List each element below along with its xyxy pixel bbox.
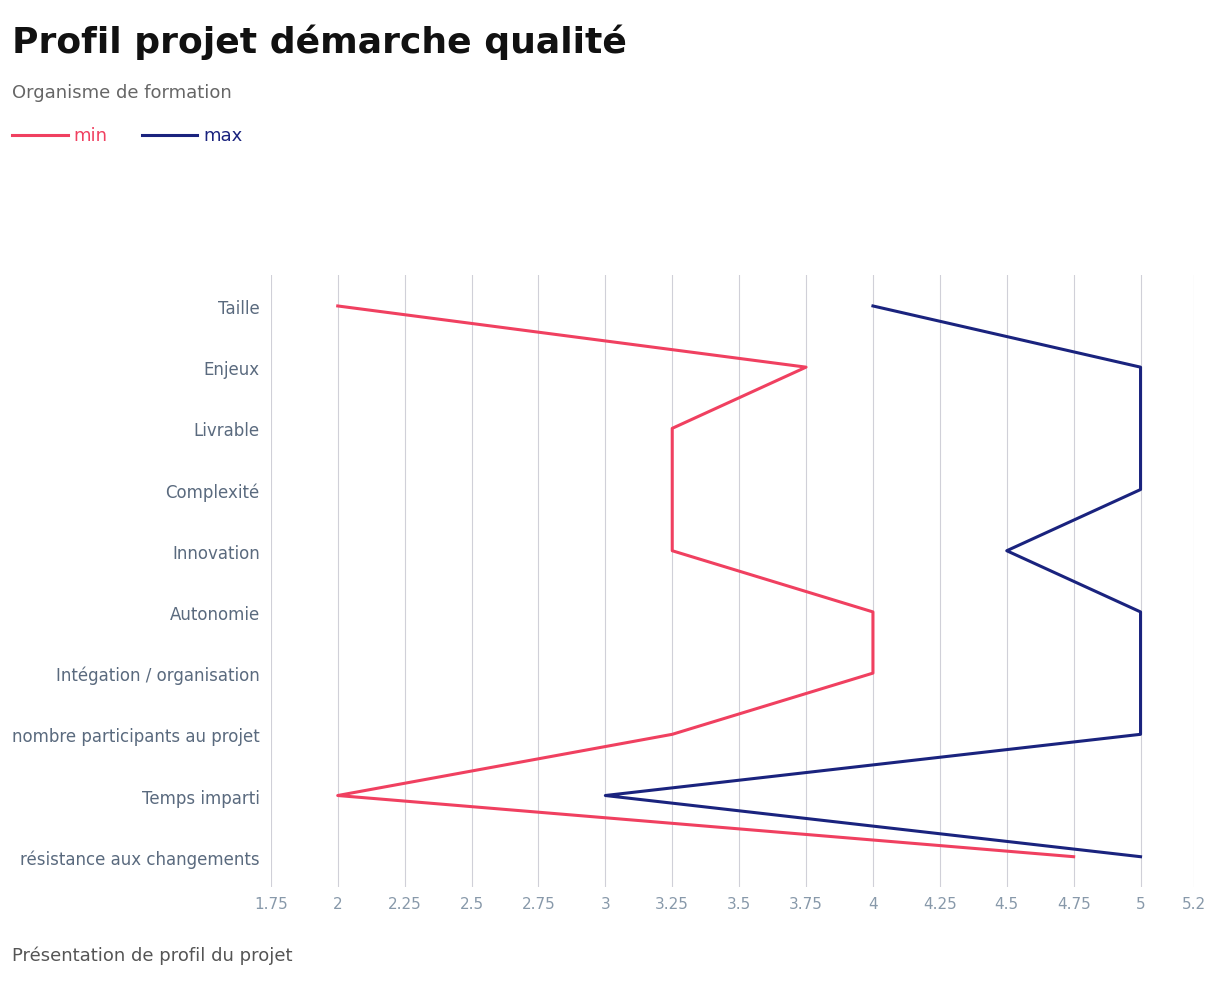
Text: Présentation de profil du projet: Présentation de profil du projet [12, 946, 293, 964]
Text: max: max [203, 127, 243, 145]
Text: Profil projet démarche qualité: Profil projet démarche qualité [12, 25, 627, 60]
Text: Organisme de formation: Organisme de formation [12, 84, 233, 102]
Text: min: min [74, 127, 108, 145]
